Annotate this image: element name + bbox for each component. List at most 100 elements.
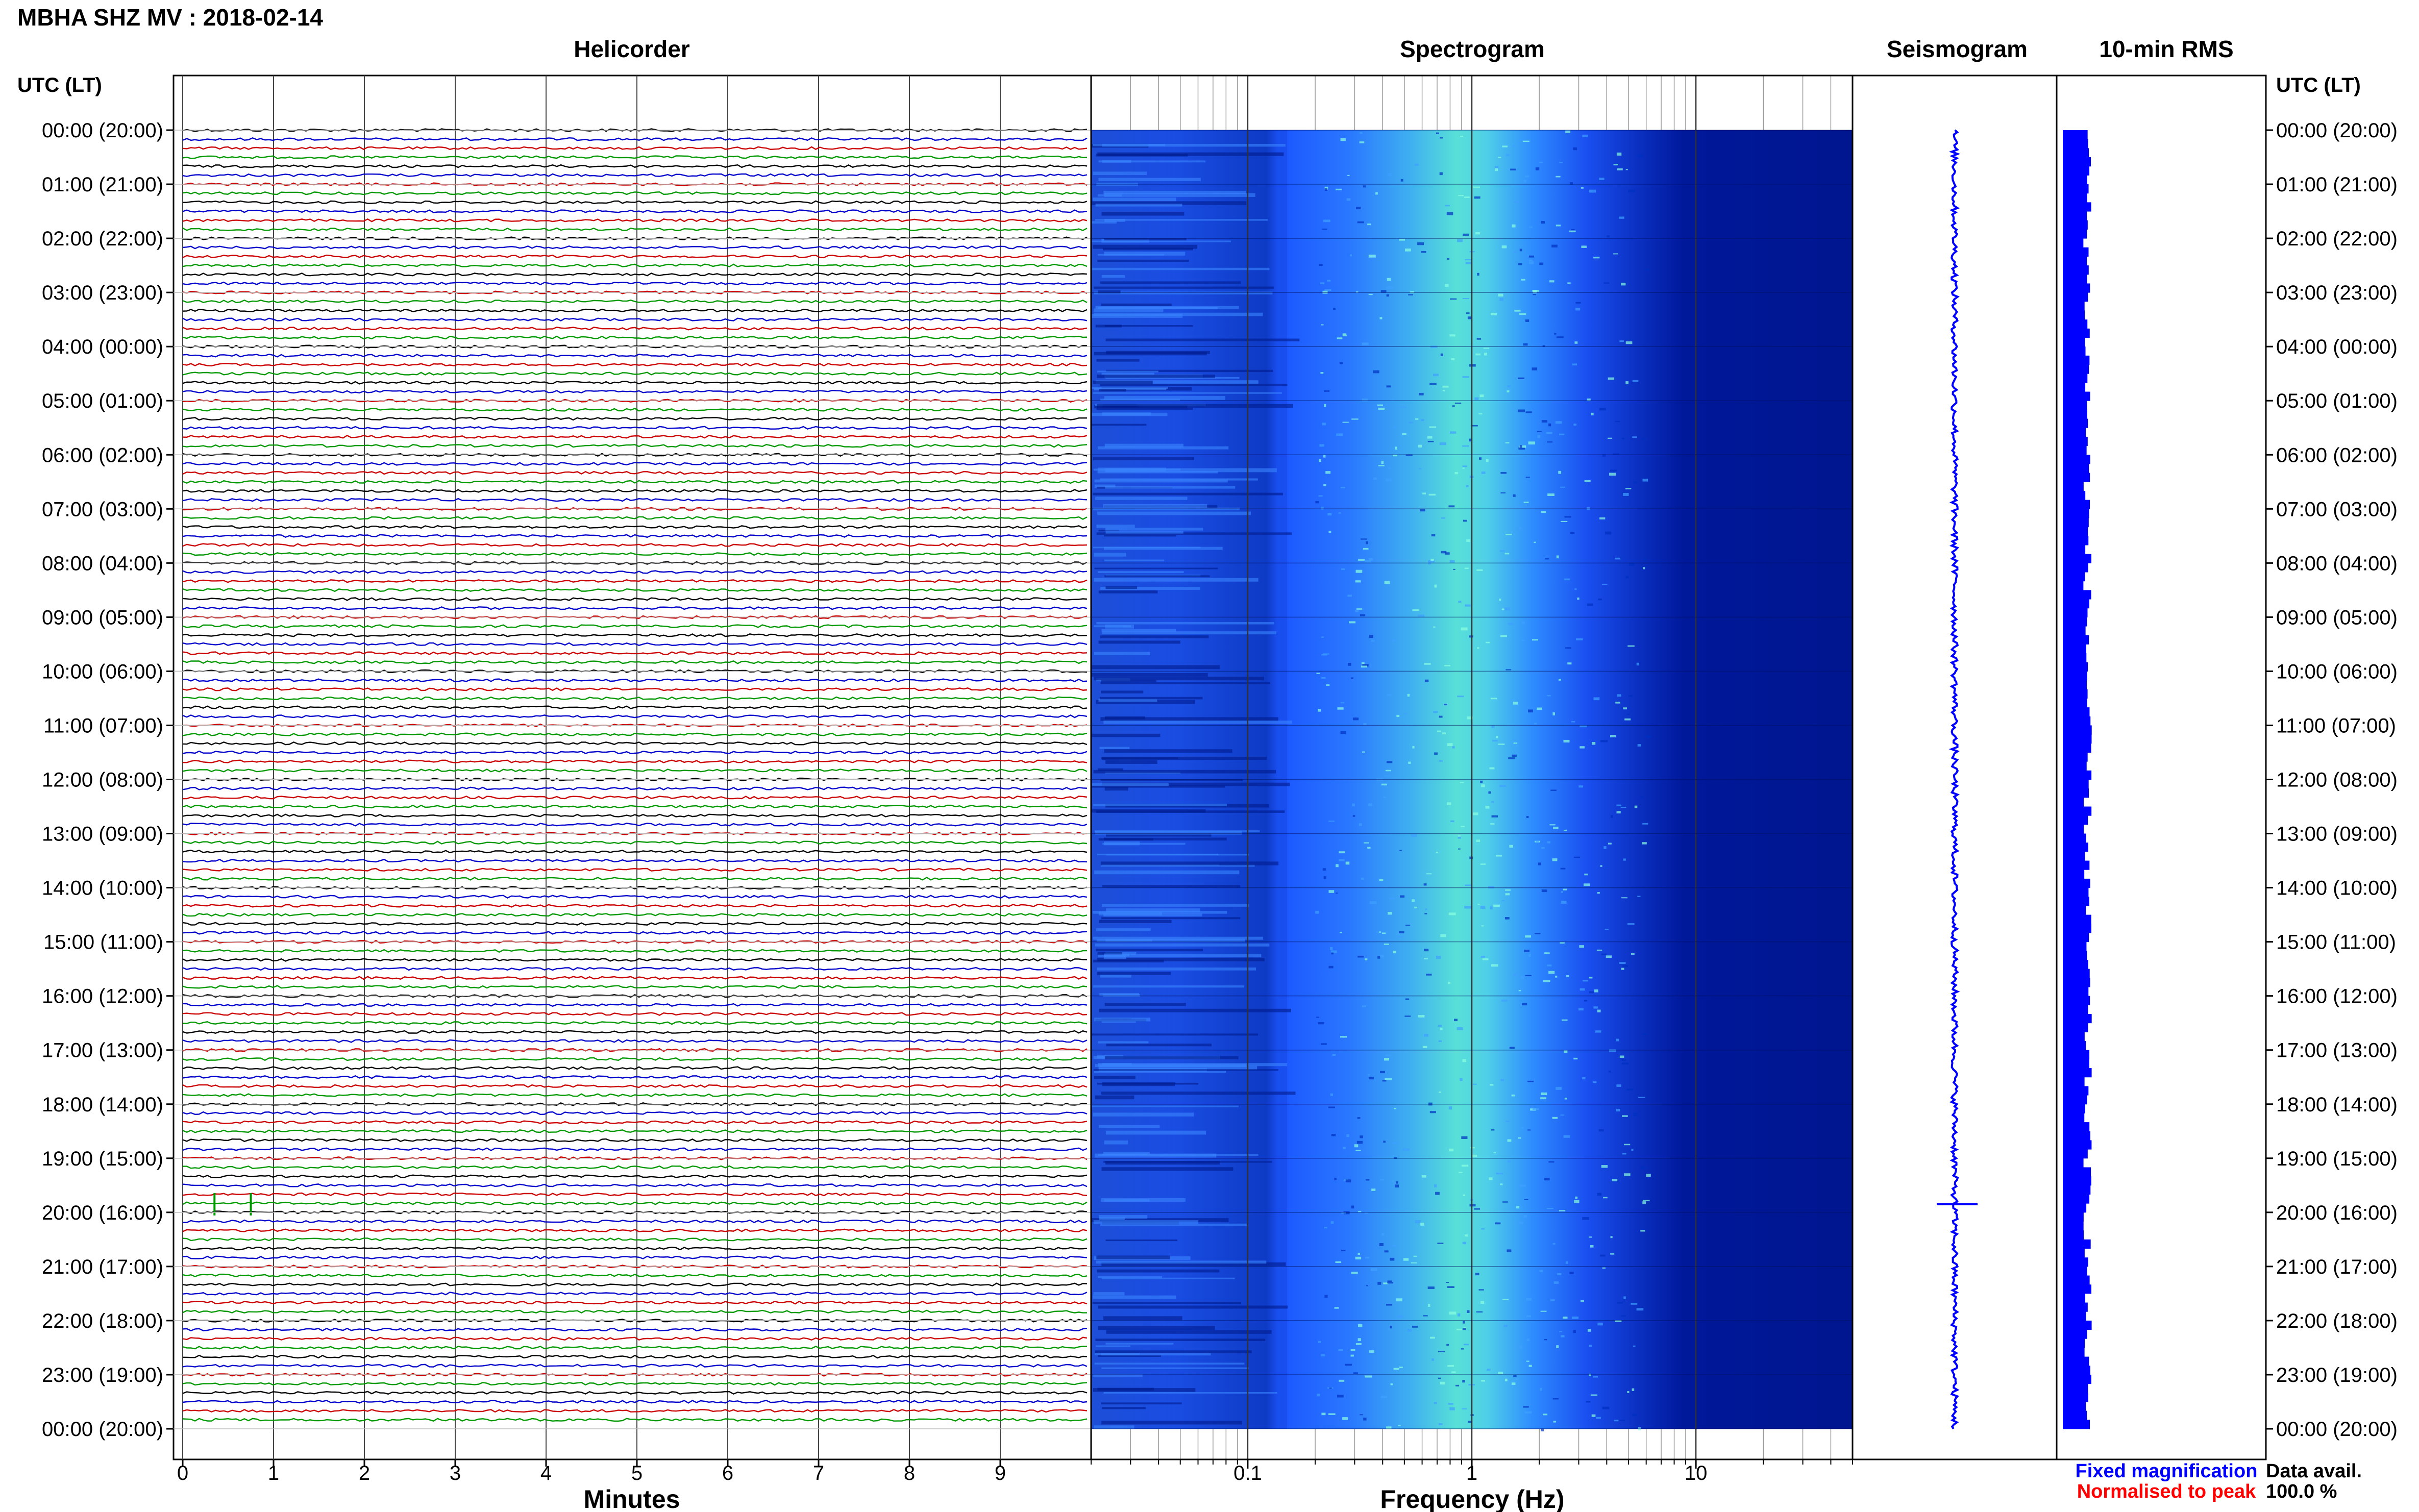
helicorder-trace <box>182 525 1088 529</box>
spectrogram-speckle <box>1548 1161 1554 1163</box>
spectrogram-speckle <box>1465 1234 1468 1237</box>
spectrogram-streak <box>1093 985 1244 988</box>
time-label-left: 05:00 (01:00) <box>42 390 163 412</box>
spectrogram-streak <box>1098 1276 1162 1278</box>
spectrogram-streak <box>1101 1353 1211 1356</box>
spectrogram-speckle <box>1383 1282 1389 1284</box>
rms-bar <box>2063 941 2087 951</box>
helicorder-trace <box>182 1309 1087 1314</box>
spectrogram-speckle <box>1566 975 1569 977</box>
spectrogram-streak <box>1098 178 1201 181</box>
spectrogram-speckle <box>1383 797 1386 798</box>
spectrogram-speckle <box>1397 936 1403 937</box>
rms-bar <box>2063 878 2090 888</box>
helicorder-trace <box>182 480 1088 484</box>
spectrogram-streak <box>1096 700 1195 704</box>
spectrogram-streak <box>1098 1154 1258 1156</box>
spectrogram-speckle <box>1355 569 1363 573</box>
spectrogram-streak <box>1097 152 1284 156</box>
spectrogram-speckle <box>1402 433 1406 435</box>
rms-bar <box>2063 193 2087 203</box>
spectrogram-speckle <box>1628 189 1636 192</box>
spectrogram-speckle <box>1556 555 1559 559</box>
spectrogram-streak <box>1098 1355 1162 1357</box>
time-label-left: 15:00 (11:00) <box>43 931 163 954</box>
spectrogram-speckle <box>1541 1428 1544 1431</box>
spectrogram-speckle <box>1330 1221 1334 1224</box>
spectrogram-speckle <box>1321 636 1324 638</box>
spectrogram-streak <box>1103 994 1140 997</box>
spectrogram-streak <box>1102 782 1290 786</box>
spectrogram-speckle <box>1462 465 1467 467</box>
spectrogram-speckle <box>1368 803 1373 806</box>
spectrogram-speckle <box>1559 433 1565 435</box>
spectrogram-speckle <box>1632 1388 1635 1391</box>
spectrogram-speckle <box>1469 1204 1476 1207</box>
spectrogram-speckle <box>1424 679 1429 682</box>
spectrogram-speckle <box>1526 1360 1529 1362</box>
time-label-right: 00:00 (20:00) <box>2276 1418 2398 1441</box>
spectrogram-speckle <box>1418 614 1425 617</box>
spectrogram-streak <box>1105 1161 1220 1165</box>
spectrogram-speckle <box>1621 897 1628 899</box>
spectrogram-streak <box>1093 936 1264 940</box>
helicorder-trace <box>182 966 1088 971</box>
spectrogram-speckle <box>1584 480 1591 482</box>
spectrogram-speckle <box>1438 1351 1445 1352</box>
rms-bar <box>2063 626 2086 636</box>
helicorder-trace <box>182 1111 1088 1116</box>
spectrogram-streak <box>1093 1112 1194 1117</box>
helicorder-trace <box>182 615 1088 619</box>
spectrogram-speckle <box>1496 736 1498 738</box>
spectrogram-speckle <box>1321 1354 1325 1357</box>
spectrogram-speckle <box>1357 1117 1361 1119</box>
spectrogram-speckle <box>1522 1003 1527 1006</box>
spectrogram-speckle <box>1319 444 1324 447</box>
spectrogram-streak <box>1101 690 1144 693</box>
spectrogram-speckle <box>1526 815 1529 819</box>
rms-bar <box>2063 779 2089 789</box>
spectrogram-speckle <box>1611 815 1613 818</box>
time-label-left: 10:00 (06:00) <box>42 660 163 683</box>
rms-bar <box>2063 1383 2088 1393</box>
spectrogram-speckle <box>1357 1338 1361 1342</box>
spectrogram-speckle <box>1469 438 1471 442</box>
helicorder-trace <box>182 552 1088 556</box>
spectrogram-speckle <box>1341 1250 1346 1251</box>
rms-bar <box>2063 374 2088 383</box>
spectrogram-speckle <box>1560 486 1565 488</box>
spectrogram-streak <box>1096 359 1140 362</box>
spectrogram-speckle <box>1340 731 1346 734</box>
spectrogram-speckle <box>1560 942 1565 944</box>
spectrogram-streak <box>1093 286 1274 289</box>
rms-bar <box>2063 1275 2090 1285</box>
spectrogram-streak <box>1105 531 1183 534</box>
spectrogram-streak <box>1092 1302 1242 1304</box>
rms-bar <box>2063 1239 2091 1249</box>
spectrogram-speckle <box>1523 1406 1529 1408</box>
spectrogram-speckle <box>1381 1232 1385 1236</box>
minute-tick-label: 7 <box>813 1462 824 1484</box>
spectrogram-speckle <box>1422 1046 1427 1048</box>
rms-bar <box>2063 644 2087 654</box>
time-label-left: 12:00 (08:00) <box>42 769 163 791</box>
spectrogram-speckle <box>1418 1015 1425 1018</box>
helicorder-trace <box>182 858 1088 863</box>
spectrogram-speckle <box>1582 134 1588 137</box>
helicorder-trace <box>182 823 1088 827</box>
rms-bar <box>2063 635 2089 645</box>
spectrogram-speckle <box>1610 1236 1613 1238</box>
spectrogram-streak <box>1091 240 1231 242</box>
spectrogram-speckle <box>1546 964 1552 966</box>
spectrogram-speckle <box>1503 1325 1508 1327</box>
helicorder-trace <box>182 633 1088 637</box>
spectrogram-speckle <box>1642 437 1647 440</box>
spectrogram-speckle <box>1507 385 1511 387</box>
spectrogram-speckle <box>1435 1192 1440 1195</box>
rms-bar <box>2063 1194 2090 1204</box>
spectrogram-speckle <box>1341 1212 1346 1214</box>
spectrogram-speckle <box>1554 333 1557 335</box>
spectrogram-streak <box>1105 528 1203 531</box>
spectrogram-speckle <box>1322 653 1329 655</box>
rms-bar <box>2063 1122 2090 1132</box>
